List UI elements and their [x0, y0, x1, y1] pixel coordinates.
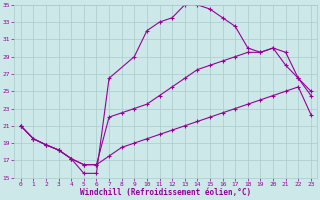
X-axis label: Windchill (Refroidissement éolien,°C): Windchill (Refroidissement éolien,°C) [80, 188, 252, 197]
